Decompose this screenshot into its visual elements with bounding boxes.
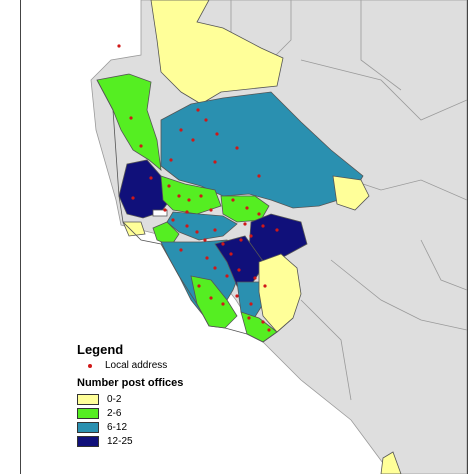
legend-class-label: 2-6 — [107, 408, 122, 419]
legend-swatch — [77, 408, 99, 419]
legend: Legend Local address Number post offices… — [77, 342, 247, 450]
choropleth-map — [90, 0, 467, 474]
district-coast-yellow — [122, 221, 146, 237]
legend-swatch — [77, 422, 99, 433]
point-symbol-icon — [88, 364, 92, 368]
map-frame: Legend Local address Number post offices… — [20, 0, 468, 474]
south-district — [380, 451, 402, 474]
legend-swatch — [77, 436, 99, 447]
legend-class-row: 2-6 — [77, 408, 247, 421]
legend-class-row: 0-2 — [77, 394, 247, 407]
legend-class-label: 12-25 — [107, 436, 133, 447]
district-west-green — [160, 175, 222, 215]
districts — [96, 0, 370, 343]
legend-swatch — [77, 394, 99, 405]
legend-class-label: 6-12 — [107, 422, 128, 433]
legend-class-row: 12-25 — [77, 436, 247, 449]
legend-class-label: 0-2 — [107, 394, 122, 405]
district-small-white — [152, 209, 168, 217]
legend-point-item: Local address — [77, 360, 247, 374]
district-east-yellow — [332, 175, 370, 211]
district-center-teal — [166, 211, 238, 241]
district-central-teal — [160, 91, 364, 209]
district-north-yellow — [150, 0, 284, 105]
legend-point-label: Local address — [105, 360, 168, 371]
district-far-south-teal — [236, 281, 264, 321]
legend-subtitle: Number post offices — [77, 377, 184, 389]
legend-title: Legend — [77, 342, 124, 357]
local-address-points — [117, 44, 279, 332]
legend-class-row: 6-12 — [77, 422, 247, 435]
coastline — [96, 79, 294, 343]
district-north-green — [96, 73, 162, 171]
